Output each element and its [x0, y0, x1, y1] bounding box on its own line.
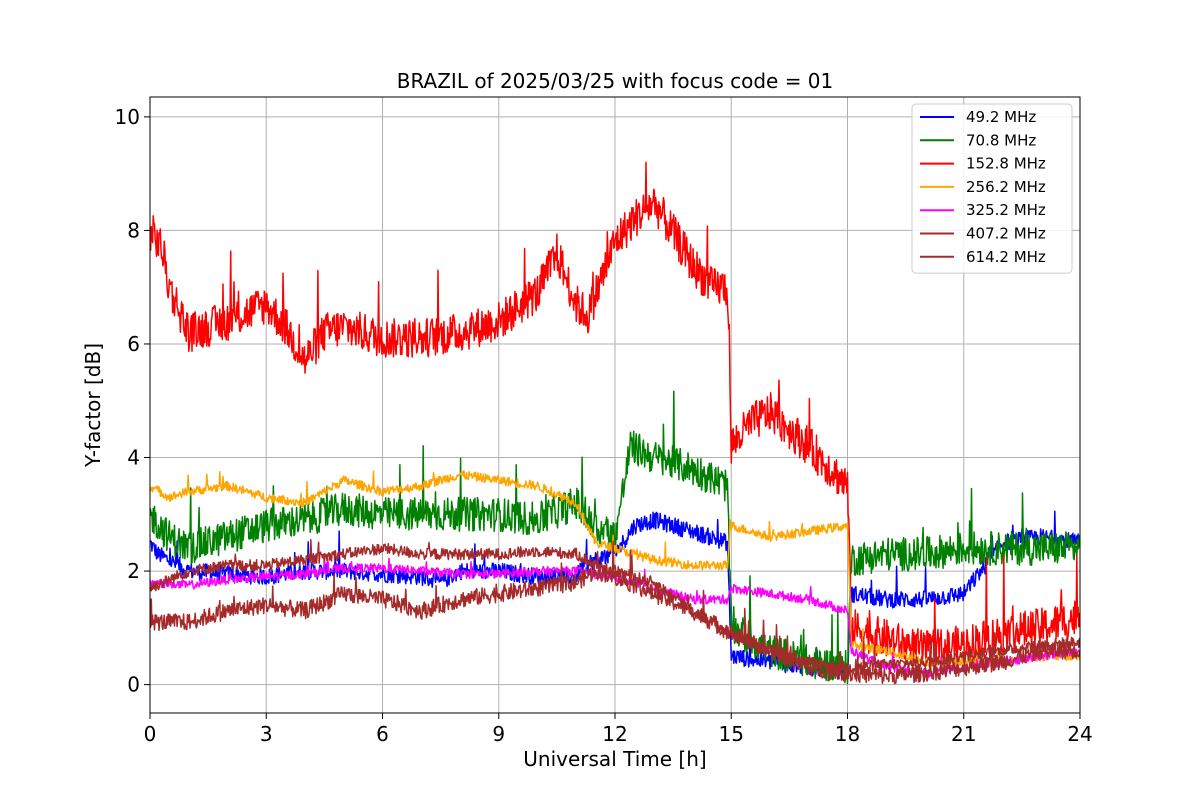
y-tick-label: 8 [127, 218, 140, 242]
x-tick-label: 9 [492, 722, 505, 746]
series-layer [150, 161, 1080, 685]
y-tick-label: 6 [127, 332, 140, 356]
x-tick-label: 6 [376, 722, 389, 746]
x-tick-label: 18 [835, 722, 860, 746]
x-tick-label: 12 [602, 722, 627, 746]
y-tick-label: 2 [127, 559, 140, 583]
series-line [150, 161, 1080, 669]
y-axis-label: Y-factor [dB] [81, 343, 105, 468]
chart-title: BRAZIL of 2025/03/25 with focus code = 0… [397, 69, 834, 93]
legend-entry: 70.8 MHz [966, 131, 1036, 149]
series-line [150, 390, 1080, 685]
x-tick-label: 3 [260, 722, 273, 746]
y-tick-label: 4 [127, 446, 140, 470]
legend-entry: 325.2 MHz [966, 201, 1046, 219]
x-tick-label: 0 [144, 722, 157, 746]
x-tick-label: 15 [719, 722, 744, 746]
x-tick-label: 21 [951, 722, 976, 746]
legend: 49.2 MHz 70.8 MHz 152.8 MHz 256.2 MHz 32… [911, 103, 1073, 274]
x-axis-label: Universal Time [h] [523, 747, 706, 771]
legend-entry: 152.8 MHz [966, 155, 1046, 173]
legend-entry: 614.2 MHz [966, 248, 1046, 266]
x-tick-label: 24 [1067, 722, 1092, 746]
series-line [150, 540, 1080, 685]
legend-box [911, 103, 1073, 274]
legend-entry: 407.2 MHz [966, 225, 1046, 243]
y-tick-label: 10 [115, 105, 140, 129]
legend-entry: 49.2 MHz [966, 108, 1036, 126]
legend-entry: 256.2 MHz [966, 178, 1046, 196]
y-tick-label: 0 [127, 673, 140, 697]
series-line [150, 539, 1080, 673]
